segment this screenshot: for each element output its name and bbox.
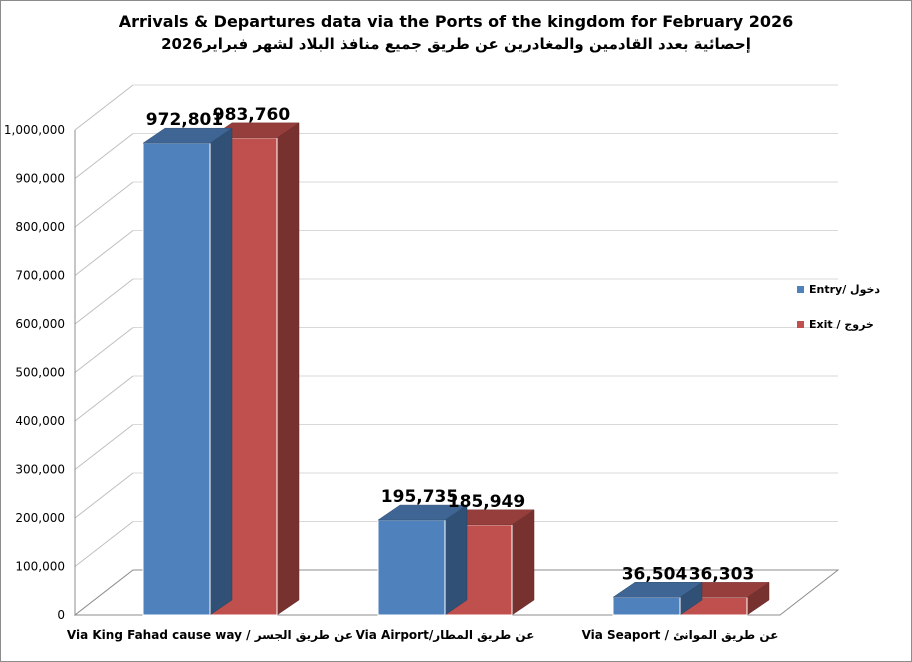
y-tick-label: 300,000 bbox=[15, 463, 65, 477]
bar-side-entry bbox=[444, 504, 468, 616]
y-tick-label: 600,000 bbox=[15, 317, 65, 331]
gridline-side bbox=[74, 133, 134, 179]
y-tick-label: 1,000,000 bbox=[4, 123, 65, 137]
x-tick-label: Via King Fahad cause way / عن طريق الجسر bbox=[67, 628, 353, 642]
bar-side-entry bbox=[209, 127, 233, 616]
gridline-side bbox=[74, 230, 134, 276]
data-label: 195,735 bbox=[381, 487, 458, 507]
gridline-side bbox=[74, 521, 134, 567]
y-tick-label: 500,000 bbox=[15, 366, 65, 380]
bar-side-exit bbox=[276, 122, 300, 616]
bar-entry bbox=[377, 519, 446, 616]
gridline-side bbox=[74, 181, 134, 228]
bar-top-entry bbox=[142, 127, 233, 144]
gridline-side bbox=[74, 84, 134, 131]
gridline-side bbox=[74, 472, 134, 519]
bar-top-entry bbox=[377, 504, 468, 521]
y-tick-label: 800,000 bbox=[15, 220, 65, 234]
y-tick-label: 200,000 bbox=[15, 511, 65, 525]
legend-item-entry: Entry/ دخول bbox=[797, 283, 880, 296]
bar-entry bbox=[612, 596, 681, 616]
legend-label-exit: Exit / خروج bbox=[809, 318, 874, 331]
bar-top-entry bbox=[612, 582, 703, 598]
bar-entry bbox=[142, 142, 211, 616]
data-label: 972,801 bbox=[146, 110, 223, 130]
y-tick-label: 0 bbox=[57, 608, 65, 622]
chart-subtitle: إحصائية بعدد القادمين والمغادرين عن طريق… bbox=[161, 35, 751, 53]
data-label: 185,949 bbox=[448, 492, 525, 512]
gridline-side bbox=[74, 375, 134, 422]
y-tick-label: 400,000 bbox=[15, 414, 65, 428]
data-label: 36,504 bbox=[622, 564, 688, 584]
y-tick-label: 900,000 bbox=[15, 172, 65, 186]
chart-title: Arrivals & Departures data via the Ports… bbox=[118, 12, 794, 31]
legend-label-entry: Entry/ دخول bbox=[809, 283, 881, 296]
legend-swatch-exit bbox=[797, 321, 804, 328]
data-label: 36,303 bbox=[689, 564, 755, 584]
legend-swatch-entry bbox=[797, 286, 804, 293]
y-tick-label: 100,000 bbox=[15, 560, 65, 574]
bar-side-exit bbox=[511, 509, 535, 616]
x-tick-label: Via Seaport / عن طريق الموانئ bbox=[582, 628, 779, 643]
legend-item-exit: Exit / خروج bbox=[797, 318, 874, 331]
gridline-side bbox=[74, 424, 134, 470]
gridline-side bbox=[74, 278, 134, 325]
gridline-side bbox=[74, 327, 134, 373]
y-tick-label: 700,000 bbox=[15, 269, 65, 283]
data-label: 983,760 bbox=[213, 105, 291, 125]
x-tick-label: Via Airport/عن طريق المطار bbox=[356, 628, 535, 642]
